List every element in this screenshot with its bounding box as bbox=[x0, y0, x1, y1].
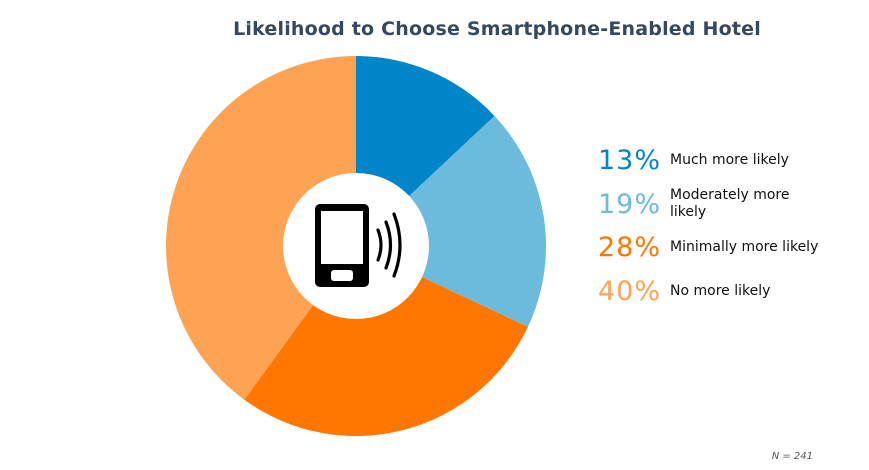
legend-item: 40% No more likely bbox=[598, 278, 858, 305]
chart-title: Likelihood to Choose Smartphone-Enabled … bbox=[233, 18, 761, 40]
legend-value: 40% bbox=[598, 276, 662, 307]
pie-slice-3 bbox=[244, 246, 528, 437]
legend-value: 13% bbox=[598, 145, 662, 176]
legend-item: 13% Much more likely bbox=[598, 147, 858, 174]
legend-label: Much more likely bbox=[670, 152, 789, 168]
pie-slice-2 bbox=[356, 115, 546, 327]
legend-label: No more likely bbox=[670, 283, 771, 299]
legend-item: 28% Minimally more likely bbox=[598, 234, 858, 261]
legend-label: Moderately more likely bbox=[670, 187, 790, 220]
pie-slice-4 bbox=[166, 56, 356, 400]
sample-size-note: N = 241 bbox=[771, 451, 813, 462]
smartphone-nfc-icon bbox=[315, 204, 402, 287]
legend-label: Minimally more likely bbox=[670, 239, 819, 255]
legend-value: 19% bbox=[598, 188, 662, 220]
legend-value: 28% bbox=[598, 232, 662, 263]
legend-item: 19% Moderately more likely bbox=[598, 187, 858, 221]
